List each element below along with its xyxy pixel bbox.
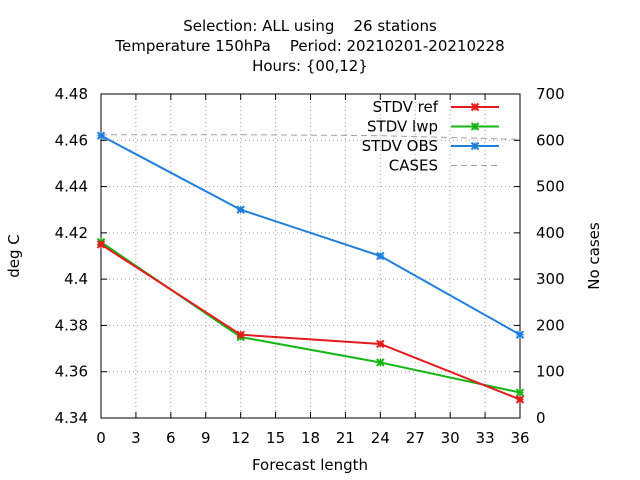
series-2 bbox=[96, 131, 525, 339]
series-line bbox=[100, 134, 521, 336]
y-axis-label: deg C bbox=[5, 234, 23, 278]
chart-title-line-3: Hours: {00,12} bbox=[252, 57, 368, 75]
y-tick-label: 4.36 bbox=[55, 363, 88, 381]
y2-tick-label: 400 bbox=[536, 224, 565, 242]
y-tick-label: 4.44 bbox=[55, 178, 88, 196]
y-tick-label: 4.48 bbox=[55, 85, 88, 103]
chart-title-line-1: Selection: ALL using 26 stations bbox=[183, 17, 437, 35]
chart-title-line-2: Temperature 150hPa Period: 20210201-2021… bbox=[115, 37, 505, 55]
legend-label: STDV lwp bbox=[367, 118, 438, 136]
x-tick-label: 6 bbox=[166, 429, 176, 447]
y2-tick-label: 500 bbox=[536, 178, 565, 196]
x-tick-label: 21 bbox=[336, 429, 355, 447]
x-tick-label: 9 bbox=[201, 429, 211, 447]
y-tick-label: 4.4 bbox=[64, 270, 88, 288]
legend-label: CASES bbox=[389, 157, 438, 175]
x-tick-label: 18 bbox=[301, 429, 320, 447]
y2-tick-label: 700 bbox=[536, 85, 565, 103]
series-0 bbox=[96, 240, 525, 404]
y2-tick-label: 200 bbox=[536, 316, 565, 334]
series-line bbox=[100, 241, 521, 394]
x-tick-label: 12 bbox=[231, 429, 250, 447]
legend-label: STDV ref bbox=[373, 98, 439, 116]
x-tick-label: 0 bbox=[96, 429, 106, 447]
y-tick-label: 4.38 bbox=[55, 316, 88, 334]
y-tick-label: 4.42 bbox=[55, 224, 88, 242]
x-tick-label: 27 bbox=[406, 429, 425, 447]
y2-axis-label: No cases bbox=[585, 222, 603, 290]
y2-tick-label: 0 bbox=[536, 409, 546, 427]
x-tick-label: 24 bbox=[371, 429, 390, 447]
y2-tick-label: 600 bbox=[536, 131, 565, 149]
axes: 0 3 6 9 12 15 18 21 24 27 30 33 364.344.364.384.44.4… bbox=[55, 85, 565, 447]
y2-tick-label: 100 bbox=[536, 363, 565, 381]
y2-tick-label: 300 bbox=[536, 270, 565, 288]
gridlines bbox=[101, 94, 520, 418]
y-tick-label: 4.34 bbox=[55, 409, 88, 427]
x-tick-label: 3 bbox=[131, 429, 141, 447]
y-tick-label: 4.46 bbox=[55, 131, 88, 149]
legend-label: STDV OBS bbox=[362, 137, 438, 155]
x-tick-label: 15 bbox=[266, 429, 285, 447]
x-tick-label: 30 bbox=[441, 429, 460, 447]
x-axis-label: Forecast length bbox=[252, 456, 368, 474]
x-tick-label: 36 bbox=[510, 429, 529, 447]
series-line bbox=[100, 243, 521, 401]
x-tick-label: 33 bbox=[476, 429, 495, 447]
series-lines bbox=[96, 131, 525, 404]
